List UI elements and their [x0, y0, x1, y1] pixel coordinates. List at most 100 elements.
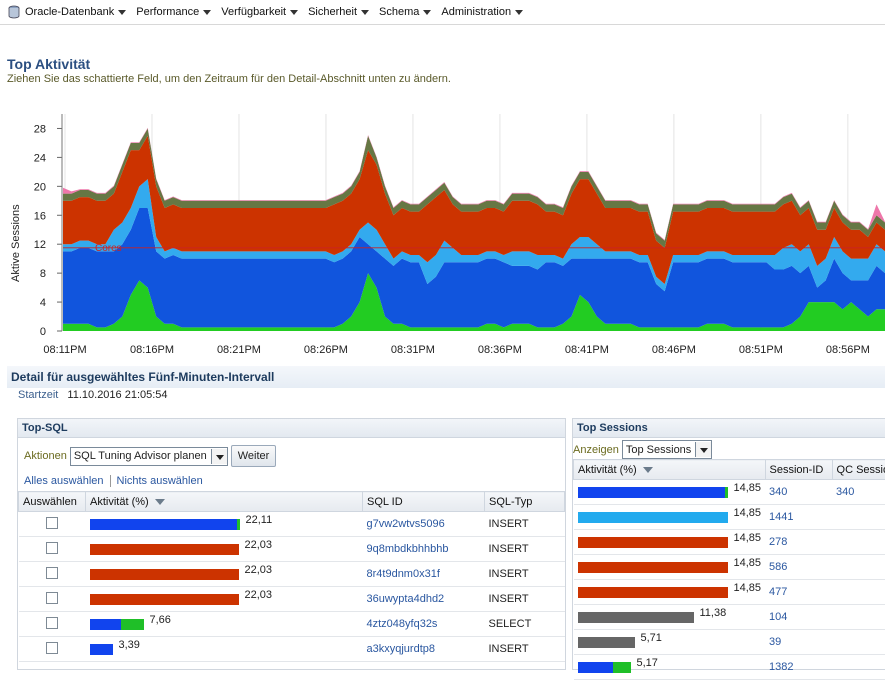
session-id-link[interactable]: 278: [769, 536, 787, 548]
go-button[interactable]: Weiter: [231, 445, 277, 467]
col-header-sql-type[interactable]: SQL-Typ: [485, 492, 565, 512]
qc-session-cell[interactable]: 340: [832, 480, 885, 505]
menu-schema[interactable]: Schema: [379, 6, 431, 18]
qc-session-cell[interactable]: [832, 630, 885, 655]
activity-bar-fill: [90, 519, 237, 530]
session-id-cell[interactable]: 586: [765, 555, 832, 580]
sql-id-cell[interactable]: 8r4t9dnm0x31f: [363, 562, 485, 587]
actions-row: Aktionen SQL Tuning Advisor planen Weite…: [24, 445, 276, 467]
col-header-session-activity-label: Aktivität (%): [578, 464, 637, 476]
sql-id-link[interactable]: 36uwypta4dhd2: [367, 593, 445, 605]
qc-session-cell[interactable]: [832, 505, 885, 530]
detail-section-header: Detail für ausgewähltes Fünf-Minuten-Int…: [7, 366, 885, 388]
sql-id-link[interactable]: a3kxyqjurdtp8: [367, 643, 436, 655]
qc-session-cell[interactable]: [832, 530, 885, 555]
row-checkbox[interactable]: [46, 567, 58, 579]
activity-bar-fill: [578, 587, 728, 598]
x-tick-label: 08:31PM: [391, 344, 435, 356]
menu-label: Administration: [441, 6, 511, 18]
x-tick-label: 08:11PM: [43, 344, 86, 356]
chevron-down-icon: [515, 10, 523, 15]
activity-bar-fill: [578, 662, 613, 673]
session-id-link[interactable]: 1441: [769, 511, 793, 523]
activity-bar-green: [613, 662, 631, 673]
activity-bar-green: [725, 487, 728, 498]
session-activity-cell: 5,17: [574, 655, 766, 680]
session-id-cell[interactable]: 39: [765, 630, 832, 655]
activity-value: 14,85: [734, 482, 762, 494]
sql-id-cell[interactable]: 9q8mbdkbhhbhb: [363, 537, 485, 562]
menu-sicherheit[interactable]: Sicherheit: [308, 6, 369, 18]
menu-verfuegbarkeit[interactable]: Verfügbarkeit: [221, 6, 298, 18]
link-separator: [110, 475, 111, 487]
top-sql-table: Auswählen Aktivität (%) SQL ID SQL-Typ 2…: [18, 491, 565, 662]
qc-session-cell[interactable]: [832, 555, 885, 580]
select-all-link[interactable]: Alles auswählen: [24, 475, 104, 487]
sql-id-cell[interactable]: 4ztz048yfq32s: [363, 612, 485, 637]
row-checkbox[interactable]: [46, 542, 58, 554]
qc-session-cell[interactable]: [832, 655, 885, 680]
menu-performance[interactable]: Performance: [136, 6, 211, 18]
session-id-cell[interactable]: 104: [765, 605, 832, 630]
menu-administration[interactable]: Administration: [441, 6, 523, 18]
start-time-value: 11.10.2016 21:05:54: [67, 389, 167, 401]
show-label: Anzeigen: [573, 444, 619, 456]
session-id-link[interactable]: 340: [769, 486, 787, 498]
actions-label: Aktionen: [24, 450, 67, 462]
col-header-sql-id[interactable]: SQL ID: [363, 492, 485, 512]
col-header-session-activity[interactable]: Aktivität (%): [574, 460, 766, 480]
session-activity-cell: 14,85: [574, 580, 766, 605]
sql-id-cell[interactable]: a3kxyqjurdtp8: [363, 637, 485, 662]
sql-id-link[interactable]: g7vw2wtvs5096: [367, 518, 445, 530]
session-id-link[interactable]: 39: [769, 636, 781, 648]
session-activity-cell: 11,38: [574, 605, 766, 630]
show-select[interactable]: Top Sessions: [622, 440, 712, 459]
session-id-cell[interactable]: 278: [765, 530, 832, 555]
session-id-cell[interactable]: 1441: [765, 505, 832, 530]
chevron-down-icon: [290, 10, 298, 15]
activity-value: 7,66: [150, 614, 171, 626]
activity-bar-fill: [90, 619, 121, 630]
sql-id-link[interactable]: 8r4t9dnm0x31f: [367, 568, 440, 580]
qc-session-cell[interactable]: [832, 605, 885, 630]
sql-id-cell[interactable]: 36uwypta4dhd2: [363, 587, 485, 612]
sql-id-link[interactable]: 9q8mbdkbhhbhb: [367, 543, 449, 555]
qc-session-link[interactable]: 340: [836, 486, 854, 498]
row-checkbox[interactable]: [46, 517, 58, 529]
menu-oracle-datenbank[interactable]: Oracle-Datenbank: [25, 6, 126, 18]
menu-label: Performance: [136, 6, 199, 18]
session-id-link[interactable]: 104: [769, 611, 787, 623]
session-id-cell[interactable]: 1382: [765, 655, 832, 680]
row-checkbox[interactable]: [46, 642, 58, 654]
top-sql-title: Top-SQL: [18, 419, 565, 438]
session-id-link[interactable]: 477: [769, 586, 787, 598]
qc-session-cell[interactable]: [832, 580, 885, 605]
y-tick-label: 8: [40, 268, 46, 280]
row-checkbox[interactable]: [46, 617, 58, 629]
session-activity-cell: 14,85: [574, 480, 766, 505]
sql-type-cell: INSERT: [485, 637, 565, 662]
activity-bar: 5,71: [578, 636, 762, 648]
session-id-cell[interactable]: 340: [765, 480, 832, 505]
session-id-link[interactable]: 1382: [769, 661, 793, 673]
col-header-activity[interactable]: Aktivität (%): [86, 492, 363, 512]
selection-links: Alles auswählen Nichts auswählen: [24, 475, 203, 487]
activity-bar-fill: [578, 537, 728, 548]
actions-select[interactable]: SQL Tuning Advisor planen: [70, 447, 228, 466]
col-header-qc-session[interactable]: QC Session: [832, 460, 885, 480]
session-id-cell[interactable]: 477: [765, 580, 832, 605]
activity-value: 14,85: [734, 532, 762, 544]
select-none-link[interactable]: Nichts auswählen: [117, 475, 203, 487]
row-checkbox[interactable]: [46, 592, 58, 604]
col-header-session-id[interactable]: Session-ID: [765, 460, 832, 480]
sql-id-link[interactable]: 4ztz048yfq32s: [367, 618, 438, 630]
sql-id-cell[interactable]: g7vw2wtvs5096: [363, 512, 485, 537]
activity-value: 5,17: [637, 657, 658, 669]
session-activity-cell: 14,85: [574, 505, 766, 530]
session-id-link[interactable]: 586: [769, 561, 787, 573]
